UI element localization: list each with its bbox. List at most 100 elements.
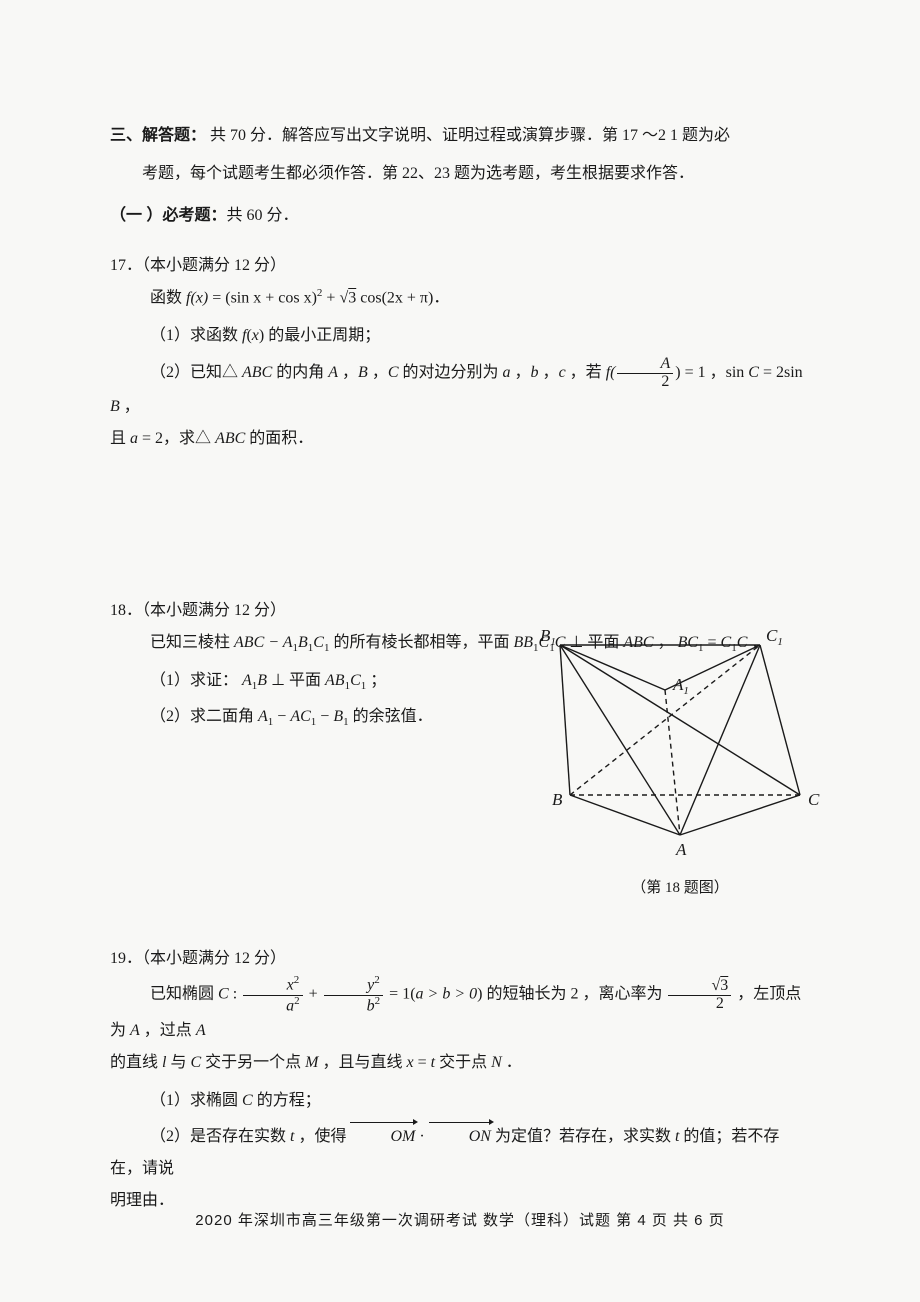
section-3-header: 三、解答题： 共 70 分．解答应写出文字说明、证明过程或演算步骤．第 17 ～…	[110, 120, 810, 152]
q17-c3: ，	[511, 364, 531, 381]
svg-text:B: B	[552, 790, 563, 809]
q17-p2-7: ，	[120, 398, 140, 415]
q17-p2-A: A	[328, 364, 338, 381]
q19-p2-3: 为定值？若存在，求实数	[491, 1128, 675, 1145]
q17-part1: （1）求函数 f(x) 的最小正周期；	[110, 320, 810, 352]
q18-figure: B1C1A1BCA （第 18 题图）	[530, 625, 830, 903]
q17-p2-6: = 2sin	[759, 364, 803, 381]
q18-p2-d2: −	[316, 708, 333, 725]
q17-p2-1: （2）已知△	[150, 364, 242, 381]
question-18: 18．（本小题满分 12 分） 已知三棱柱 ABC − A1B1C1 的所有棱长…	[110, 595, 810, 734]
q17-part3: 且 a = 2，求△ ABC 的面积．	[110, 423, 810, 455]
q17-stem: 函数 f(x) = (sin x + cos x)2 + √3 cos(2x +…	[110, 282, 810, 314]
q19-l2-6: ．	[502, 1054, 522, 1071]
q18-p2-a: A	[258, 708, 268, 725]
q17-p2-3: 的对边分别为	[399, 364, 503, 381]
q18-s1: 已知三棱柱	[150, 634, 234, 651]
q17-head: 17．（本小题满分 12 分）	[110, 250, 810, 282]
q17-cos: cos(2x + π)	[356, 289, 433, 306]
q18-p2-b: AC	[290, 708, 310, 725]
q19-frac-y: y2b2	[324, 975, 384, 1014]
q19-s4: ，过点	[140, 1022, 196, 1039]
q17-fopen: f(	[606, 364, 616, 381]
q17-c4: ，	[539, 364, 559, 381]
section-3-desc-2: 考题，每个试题考生都必须作答．第 22、23 题为选考题，考生根据要求作答．	[110, 158, 810, 190]
q18-part1: （1）求证： A1B ⊥ 平面 AB1C1 ；	[110, 665, 480, 697]
q19-l2-1: 的直线	[110, 1054, 162, 1071]
section-3-title: 解答题：	[142, 127, 206, 144]
q17-p3-3: 的面积．	[245, 430, 313, 447]
q18-p2-1: （2）求二面角	[150, 708, 258, 725]
q19-frac-x: x2a2	[243, 975, 303, 1014]
q17-p2-cc: c	[559, 364, 566, 381]
q19-C2: C	[190, 1054, 201, 1071]
q18-p2-2: 的余弦值．	[349, 708, 433, 725]
question-17: 17．（本小题满分 12 分） 函数 f(x) = (sin x + cos x…	[110, 250, 810, 455]
q17-stem-suffix: ．	[433, 289, 449, 306]
q17-p2-C: C	[388, 364, 399, 381]
q18-fig-caption: （第 18 题图）	[530, 873, 830, 903]
q17-c2: ，	[368, 364, 388, 381]
q19-vec-ON: ON	[429, 1121, 491, 1153]
q17-p2-4: ，若	[566, 364, 606, 381]
page-footer: 2020 年深圳市高三年级第一次调研考试 数学（理科）试题 第 4 页 共 6 …	[0, 1209, 920, 1230]
q17-plus: +	[322, 289, 339, 306]
subsection-1-header: （一 ）必考题：共 60 分．	[110, 200, 810, 232]
q17-p2-b: b	[531, 364, 539, 381]
q19-l2-2: 与	[166, 1054, 190, 1071]
q17-c1: ，	[338, 364, 358, 381]
q19-eq1: = 1(	[385, 986, 415, 1003]
q19-eqt: =	[414, 1054, 431, 1071]
q19-head: 19．（本小题满分 12 分）	[110, 943, 810, 975]
q17-p2-B: B	[358, 364, 368, 381]
subsection-1-desc: 共 60 分．	[226, 207, 298, 224]
q19-part2-line1: （2）是否存在实数 t ，使得 OM · ON 为定值？若存在，求实数 t 的值…	[110, 1121, 810, 1185]
q19-eq1b: ) 的短轴长为	[477, 986, 570, 1003]
q19-vec-OM: OM	[350, 1121, 415, 1153]
q17-stem-prefix: 函数	[150, 289, 186, 306]
q17-p3-2v: 2	[155, 430, 163, 447]
q18-prism1: ABC − A	[234, 634, 293, 651]
svg-text:A1: A1	[672, 675, 689, 697]
q18-head: 18．（本小题满分 12 分）	[110, 595, 810, 627]
q18-p1-pa: AB	[325, 672, 345, 689]
q19-part1: （1）求椭圆 C 的方程；	[110, 1085, 810, 1117]
q19-stem-line1: 已知椭圆 C : x2a2 + y2b2 = 1(a > b > 0) 的短轴长…	[110, 975, 810, 1046]
q17-frac-A2: A2	[617, 356, 673, 391]
q19-l2-3: 交于另一个点	[201, 1054, 305, 1071]
q19-p2-2: ，使得	[294, 1128, 350, 1145]
q19-l2-4: ，且与直线	[319, 1054, 407, 1071]
q17-root: √3	[339, 289, 356, 306]
q18-p1-a: A	[242, 672, 252, 689]
svg-text:B1: B1	[540, 626, 556, 648]
q19-p2-1: （2）是否存在实数	[150, 1128, 290, 1145]
subsection-1-number: （一 ）	[110, 207, 162, 224]
q17-Cv: C	[748, 364, 759, 381]
q19-N: N	[491, 1054, 502, 1071]
q18-p2-c: B	[333, 708, 343, 725]
q18-svg: B1C1A1BCA	[530, 625, 830, 855]
q18-p2-d1: −	[273, 708, 290, 725]
svg-text:A: A	[675, 840, 687, 855]
q17-eq: = (sin x + cos x)	[208, 289, 317, 306]
q18-s2t: 的所有棱长都相等，平面	[329, 634, 513, 651]
q17-p3-1: 且	[110, 430, 130, 447]
q18-p1-pc: C	[350, 672, 361, 689]
q19-plus: +	[305, 986, 322, 1003]
q17-p2-5: ，sin	[706, 364, 749, 381]
q17-p2-abc: ABC	[242, 364, 272, 381]
q17-p3-abc: ABC	[215, 430, 245, 447]
q19-colon: :	[229, 986, 241, 1003]
q18-p1-2: ⊥ 平面	[267, 672, 325, 689]
q19-stem-line2: 的直线 l 与 C 交于另一个点 M ，且与直线 x = t 交于点 N ．	[110, 1047, 810, 1079]
q18-prism2: B	[298, 634, 308, 651]
q17-fx: f(x)	[186, 289, 208, 306]
q18-p1-b: B	[257, 672, 267, 689]
q17-p2-a: a	[503, 364, 511, 381]
q17-p3-eq: =	[138, 430, 155, 447]
q19-agt: a > b > 0	[416, 986, 478, 1003]
q17-one: 1	[698, 364, 706, 381]
q19-frac-ecc: √32	[668, 978, 731, 1013]
q19-s2: ，离心率为	[578, 986, 666, 1003]
section-3-desc-1: 共 70 分．解答应写出文字说明、证明过程或演算步骤．第 17 ～2 1 题为必	[206, 127, 730, 144]
